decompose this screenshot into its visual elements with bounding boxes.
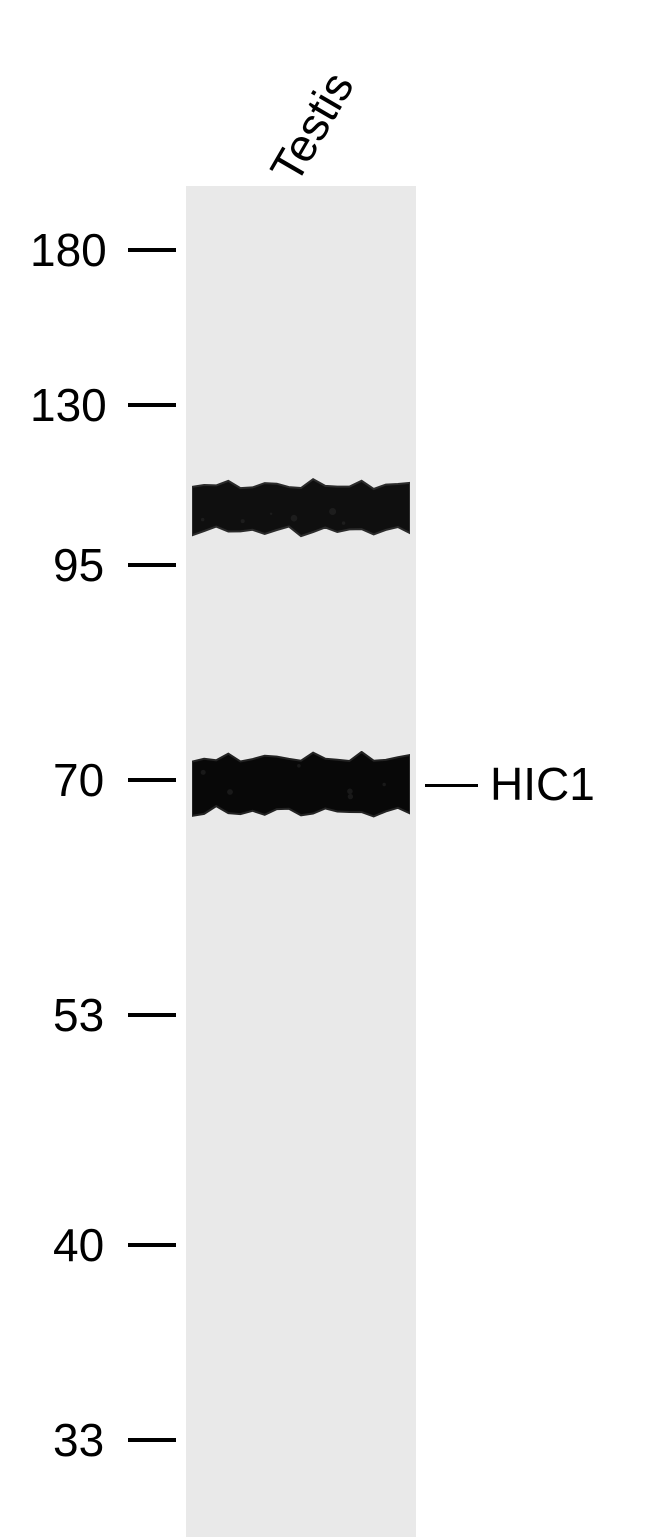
band-label: HIC1 [490, 757, 595, 811]
mw-tick [128, 1013, 176, 1017]
mw-tick [128, 248, 176, 252]
mw-tick [128, 1438, 176, 1442]
mw-tick [128, 403, 176, 407]
mw-label: 33 [53, 1413, 104, 1467]
western-blot-band [192, 751, 410, 812]
blot-lane [186, 186, 416, 1537]
lane-label: Testis [259, 63, 365, 192]
mw-label: 40 [53, 1218, 104, 1272]
mw-tick [128, 1243, 176, 1247]
mw-label: 180 [30, 223, 107, 277]
mw-tick [128, 563, 176, 567]
mw-label: 95 [53, 538, 104, 592]
western-blot-band [192, 478, 410, 531]
mw-label: 53 [53, 988, 104, 1042]
band-tick [425, 784, 478, 787]
mw-label: 130 [30, 378, 107, 432]
